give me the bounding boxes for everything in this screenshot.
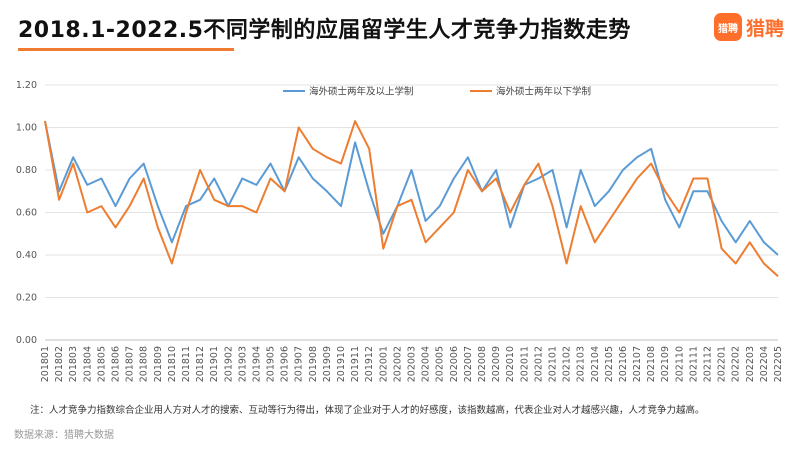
x-tick-label: 202007	[463, 346, 474, 382]
x-tick-label: 201809	[153, 346, 164, 382]
x-tick-label: 201802	[54, 346, 65, 382]
x-tick-label: 202205	[773, 346, 784, 382]
x-tick-label: 201907	[294, 346, 305, 382]
y-tick-label: 0.80	[16, 165, 37, 176]
x-tick-label: 201910	[336, 346, 347, 382]
x-tick-label: 202105	[604, 346, 615, 382]
x-tick-label: 201903	[237, 346, 248, 382]
x-tick-label: 201812	[195, 346, 206, 382]
y-tick-label: 0.00	[16, 335, 37, 346]
x-tick-label: 201803	[68, 346, 79, 382]
logo: 猎聘 猎聘	[713, 12, 784, 42]
series-line-2	[44, 120, 779, 278]
x-tick-label: 202001	[378, 346, 389, 382]
x-tick-label: 201901	[209, 346, 220, 382]
x-tick-label: 202109	[660, 346, 671, 382]
logo-mark-icon: 猎聘	[713, 13, 742, 41]
y-tick-label: 1.00	[16, 123, 37, 134]
x-tick-label: 201804	[82, 346, 93, 382]
x-tick-label: 202201	[717, 346, 728, 382]
x-tick-label: 202112	[703, 346, 714, 382]
x-tick-label: 201902	[223, 346, 234, 382]
y-tick-label: 0.20	[16, 293, 37, 304]
logo-text: 猎聘	[745, 17, 784, 40]
x-tick-label: 202004	[421, 346, 432, 382]
y-tick-label: 0.40	[16, 250, 37, 261]
x-tick-label: 202003	[407, 346, 418, 382]
x-tick-label: 201805	[96, 346, 107, 382]
x-tick-label: 201906	[280, 346, 291, 382]
x-tick-label: 201911	[350, 346, 361, 382]
x-tick-label: 201905	[266, 346, 277, 382]
x-tick-label: 202111	[688, 346, 699, 382]
x-tick-label: 201808	[139, 346, 150, 382]
x-tick-label: 202008	[477, 346, 488, 382]
x-tick-label: 202110	[674, 346, 685, 382]
x-tick-label: 201806	[110, 346, 121, 382]
data-source: 数据来源：猎聘大数据	[14, 430, 114, 441]
x-tick-label: 201904	[251, 346, 262, 382]
x-tick-label: 201909	[322, 346, 333, 382]
x-tick-label: 202204	[759, 346, 770, 382]
x-tick-label: 202108	[646, 346, 657, 382]
x-tick-label: 202203	[745, 346, 756, 382]
x-tick-label: 202103	[576, 346, 587, 382]
y-tick-label: 1.20	[16, 80, 37, 91]
x-tick-label: 201810	[167, 346, 178, 382]
x-tick-label: 201912	[364, 346, 375, 382]
y-tick-label: 0.60	[16, 208, 37, 219]
x-tick-label: 202002	[392, 346, 403, 382]
legend-label-1: 海外硕士两年及以上学制	[309, 86, 414, 98]
series-line-1	[44, 120, 779, 256]
x-tick-label: 202010	[505, 346, 516, 382]
page-title: 2018.1-2022.5不同学制的应届留学生人才竞争力指数走势	[18, 18, 631, 43]
x-tick-label: 201811	[181, 346, 192, 382]
x-tick-label: 202006	[449, 346, 460, 382]
title-underline	[18, 48, 234, 51]
x-tick-label: 202011	[519, 346, 530, 382]
x-tick-label: 202012	[533, 346, 544, 382]
chart-note: 注：人才竞争力指数综合企业用人方对人才的搜索、互动等行为得出，体现了企业对于人才…	[30, 405, 705, 416]
legend-label-2: 海外硕士两年以下学制	[496, 86, 591, 98]
x-tick-label: 202102	[562, 346, 573, 382]
x-tick-label: 202106	[618, 346, 629, 382]
x-tick-label: 201807	[125, 346, 136, 382]
x-tick-label: 202104	[590, 346, 601, 382]
x-tick-label: 202009	[491, 346, 502, 382]
x-tick-label: 201908	[308, 346, 319, 382]
x-tick-label: 202005	[435, 346, 446, 382]
x-tick-label: 202202	[731, 346, 742, 382]
x-tick-label: 202101	[547, 346, 558, 382]
x-tick-label: 201801	[40, 346, 51, 382]
x-tick-label: 202107	[632, 346, 643, 382]
